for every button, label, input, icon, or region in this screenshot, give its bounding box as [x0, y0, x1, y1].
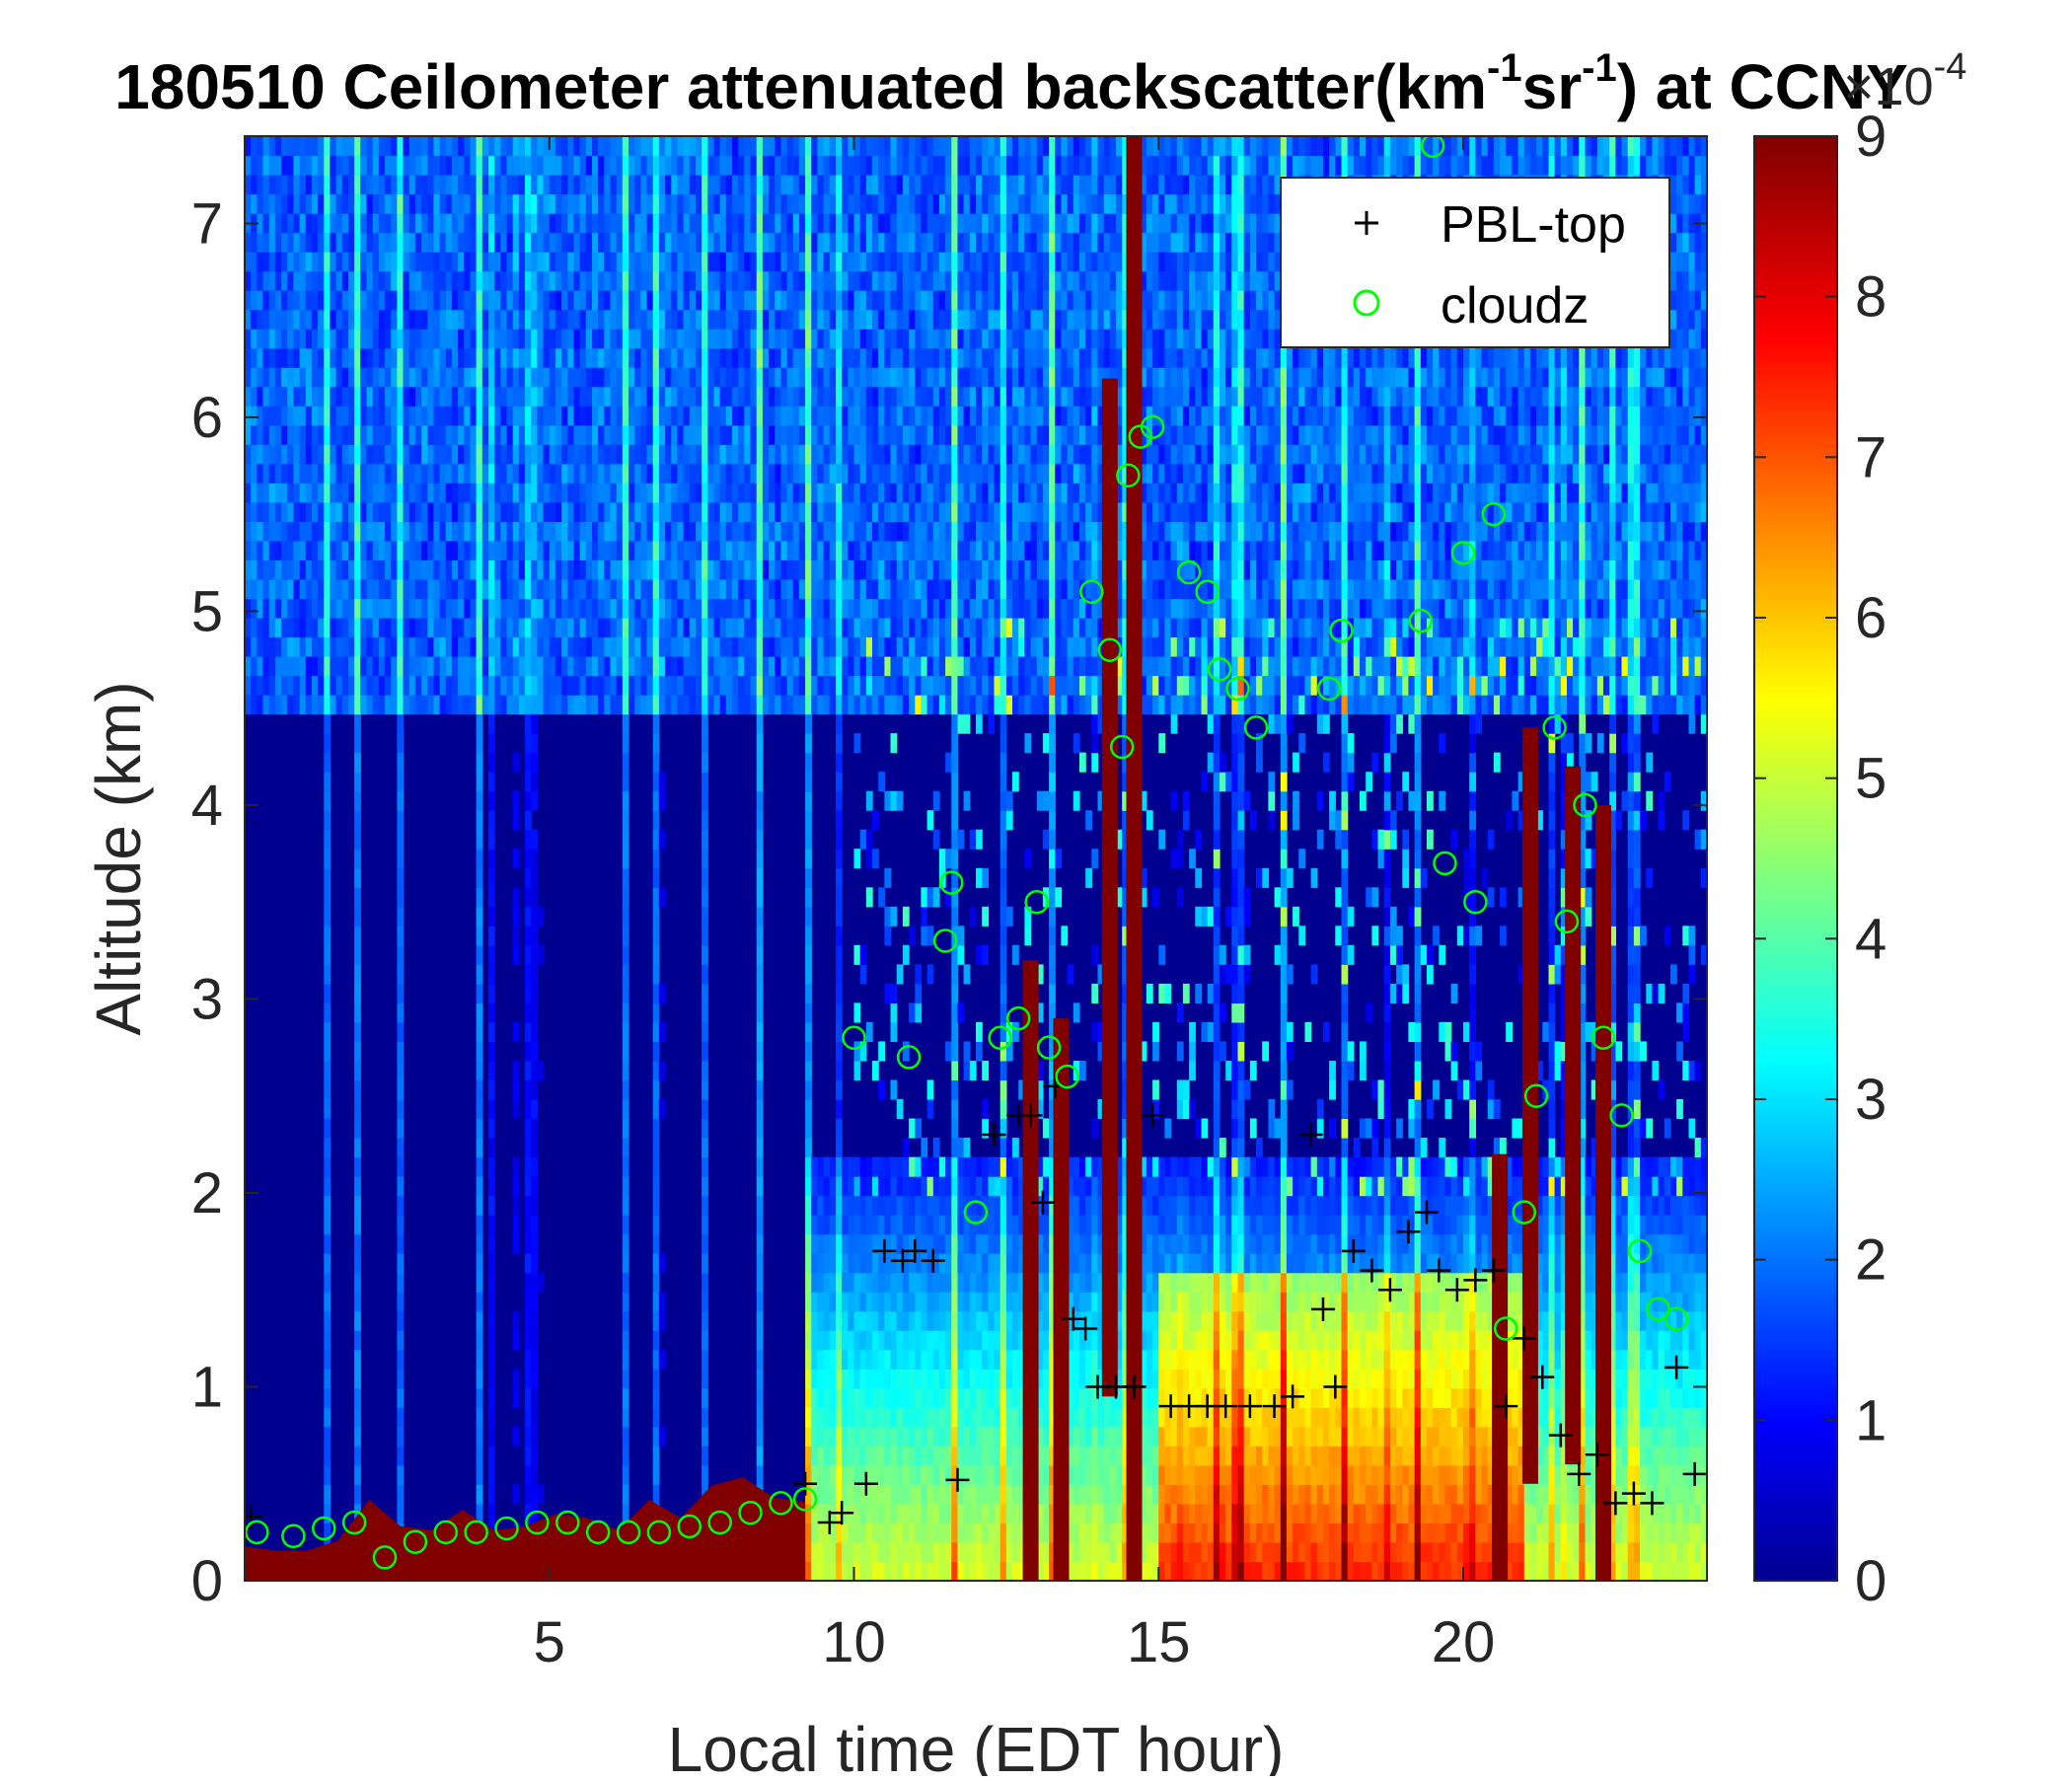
y-tick-label: 1	[191, 1355, 223, 1419]
colorbar-tick-label: 0	[1855, 1549, 1887, 1613]
colorbar	[1754, 136, 1837, 1581]
y-axis-label: Altitude (km)	[83, 681, 154, 1035]
x-tick-label: 10	[822, 1610, 886, 1674]
title-mid: sr	[1522, 51, 1583, 122]
legend-label-pbl: PBL-top	[1441, 196, 1626, 254]
colorbar-tick-label: 7	[1855, 425, 1887, 489]
colorbar-multiplier-exp: -4	[1934, 46, 1967, 88]
colorbar-tick-label: 3	[1855, 1068, 1887, 1132]
colorbar-tick-label: 4	[1855, 907, 1887, 971]
y-tick-label: 4	[191, 774, 223, 838]
cloud-streak	[1127, 136, 1143, 1581]
colorbar-tick-label: 1	[1855, 1388, 1887, 1452]
legend-label-cloudz: cloudz	[1441, 277, 1589, 334]
chart-title: 180510 Ceilometer attenuated backscatter…	[114, 46, 1908, 122]
y-tick-label: 7	[191, 191, 223, 256]
x-tick-label: 20	[1432, 1610, 1496, 1674]
y-tick-label: 0	[191, 1549, 223, 1613]
title-main: Ceilometer attenuated backscatter(km	[326, 51, 1487, 122]
cloud-streak	[1054, 1018, 1070, 1581]
colorbar-tick-label: 5	[1855, 747, 1887, 811]
title-date: 180510	[114, 51, 326, 122]
title-sup1: -1	[1487, 46, 1522, 90]
title-sup2: -1	[1582, 46, 1617, 90]
legend: PBL-top cloudz	[1281, 178, 1669, 347]
cloud-streak	[1565, 767, 1581, 1464]
y-tick-label: 2	[191, 1161, 223, 1225]
y-tick-label: 5	[191, 579, 223, 643]
colorbar-tick-label: 6	[1855, 586, 1887, 650]
colorbar-tick-label: 2	[1855, 1228, 1887, 1293]
y-tick-label: 6	[191, 386, 223, 450]
cloud-streak	[1023, 960, 1039, 1581]
colorbar-tick-label: 8	[1855, 265, 1887, 330]
x-axis-label: Local time (EDT hour)	[668, 1714, 1285, 1776]
y-tick-label: 3	[191, 967, 223, 1031]
cloud-streak	[1492, 1154, 1508, 1581]
colorbar-multiplier: ×10-4	[1843, 46, 1966, 116]
cloud-streak	[1102, 379, 1118, 1397]
x-tick-label: 15	[1127, 1610, 1191, 1674]
colorbar-multiplier-base: ×10	[1843, 57, 1934, 116]
x-tick-label: 5	[534, 1610, 565, 1674]
